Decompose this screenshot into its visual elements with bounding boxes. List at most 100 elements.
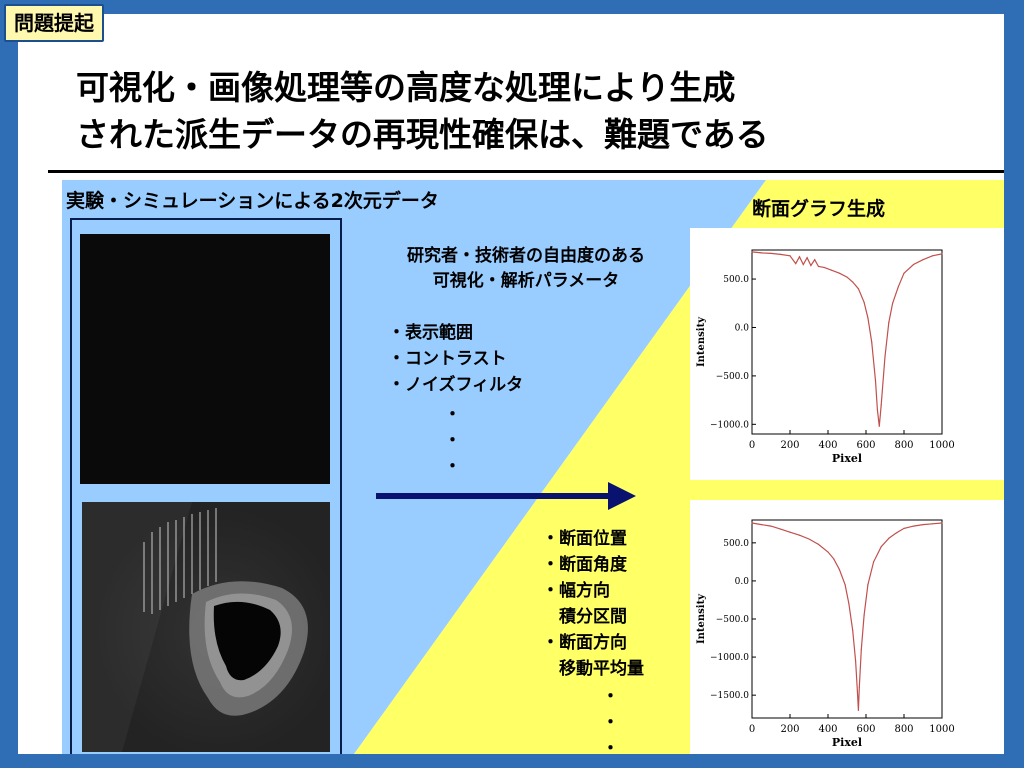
y-tick-label: 500.0 (723, 275, 749, 285)
data-point (823, 266, 825, 269)
y-tick-label: −1000.0 (710, 420, 749, 430)
data-point (808, 538, 810, 540)
data-point (833, 558, 835, 560)
data-point (863, 301, 865, 303)
data-point (854, 660, 857, 662)
data-point (903, 272, 905, 274)
processed-sample-image (82, 502, 330, 752)
data-point (831, 269, 833, 271)
x-tick-label: 800 (894, 724, 913, 735)
x-tick-label: 1000 (929, 724, 954, 735)
ellipsis-dot: ・ (444, 457, 461, 477)
data-point (874, 380, 877, 382)
data-point (770, 252, 772, 254)
data-point (867, 584, 869, 586)
data-point (789, 255, 791, 257)
data-point (817, 265, 820, 268)
data-point (751, 251, 753, 253)
ellipsis-dot: ・ (444, 405, 461, 425)
x-tick-label: 800 (894, 440, 913, 451)
data-point (941, 522, 943, 524)
y-axis-label: Intensity (696, 316, 707, 367)
title-line-2: された派生データの再現性確保は、難題である (76, 115, 769, 154)
params-ellipsis: ・ ・ ・ (444, 402, 461, 480)
slide-title: 可視化・画像処理等の高度な処理により生成 された派生データの再現性確保は、難題で… (76, 64, 1004, 158)
ellipsis-dot: ・ (602, 713, 619, 733)
process-arrow-head (608, 482, 636, 510)
data-point (846, 276, 848, 278)
data-point (810, 264, 812, 267)
intensity-profile-line (751, 522, 943, 711)
x-tick-label: 0 (749, 440, 755, 451)
data-point (873, 561, 875, 563)
data-point (884, 355, 886, 358)
data-point (795, 262, 797, 265)
plot-frame (751, 519, 943, 719)
visualization-params-list: ・表示範囲 ・コントラスト ・ノイズフィルタ (388, 320, 523, 398)
data-point (852, 281, 854, 283)
section-params-ellipsis: ・ ・ ・ (602, 684, 619, 754)
section-param-item: 移動平均量 (542, 659, 644, 679)
data-point (844, 584, 846, 586)
diagram-area: 実験・シミュレーションによる2次元データ 断面グラフ生成 (62, 180, 1004, 754)
data-point (931, 523, 934, 525)
data-point (802, 263, 804, 266)
section-params-list: ・断面位置 ・断面角度 ・幅方向 積分区間 ・断面方向 移動平均量 (542, 526, 644, 682)
free-parameters-line-1: 研究者・技術者の自由度のある (407, 246, 645, 266)
x-tick-label: 200 (780, 440, 799, 451)
data-point (789, 531, 791, 533)
param-item: ・表示範囲 (388, 323, 473, 343)
data-point (798, 534, 801, 536)
section-graph-label: 断面グラフ生成 (752, 198, 886, 220)
data-point (858, 686, 860, 689)
title-divider (48, 170, 1004, 173)
section-param-item: ・断面方向 (542, 633, 627, 653)
y-tick-label: 0.0 (735, 323, 750, 333)
x-tick-label: 200 (780, 724, 799, 735)
data-point (895, 532, 897, 534)
data-point (814, 259, 816, 261)
data-point (941, 253, 943, 255)
data-point (838, 568, 840, 571)
section-chart-2: 0 200 400 600 800 1000 500.0 0.0 −500.0 −1000.0 −1… (696, 519, 955, 749)
y-tick-label: −500.0 (716, 372, 750, 382)
data-point (922, 259, 924, 261)
section-chart-2-box: 0 200 400 600 800 1000 500.0 0.0 −500.0 −1000.0 −1… (690, 500, 1004, 754)
data-point (931, 255, 934, 257)
data-point (852, 629, 854, 632)
data-point (888, 322, 890, 324)
data-point (888, 537, 890, 539)
data-point (779, 253, 782, 255)
ellipsis-dot: ・ (602, 739, 619, 754)
data-point (912, 525, 915, 527)
data-point (838, 272, 840, 274)
data-point (912, 263, 915, 266)
section-param-item: ・幅方向 (542, 581, 610, 601)
data-point (897, 286, 899, 288)
intensity-profile-line (751, 251, 943, 427)
ellipsis-dot: ・ (444, 431, 461, 451)
raw-image-dark (80, 234, 330, 484)
data-point (798, 256, 801, 258)
problem-statement-tag: 問題提起 (4, 4, 104, 42)
x-tick-label: 1000 (929, 440, 954, 451)
data-point (880, 546, 882, 548)
data-point (892, 302, 894, 304)
y-tick-label: −1000.0 (710, 653, 749, 663)
data-point (827, 551, 829, 553)
data-point (806, 257, 808, 259)
data-point (856, 690, 859, 692)
param-item: ・コントラスト (388, 349, 507, 369)
title-line-1: 可視化・画像処理等の高度な処理により生成 (76, 68, 736, 107)
data-point (857, 709, 859, 711)
x-tick-label: 0 (749, 724, 755, 735)
y-tick-label: 0.0 (735, 577, 750, 587)
free-parameters-line-2: 可視化・解析パラメータ (432, 271, 620, 291)
data-point (863, 614, 865, 616)
data-point (848, 603, 850, 605)
source-image-frame (70, 218, 342, 754)
data-point (860, 648, 862, 651)
section-param-item: ・断面位置 (542, 529, 627, 549)
data-point (751, 522, 753, 524)
data-point (903, 527, 905, 529)
